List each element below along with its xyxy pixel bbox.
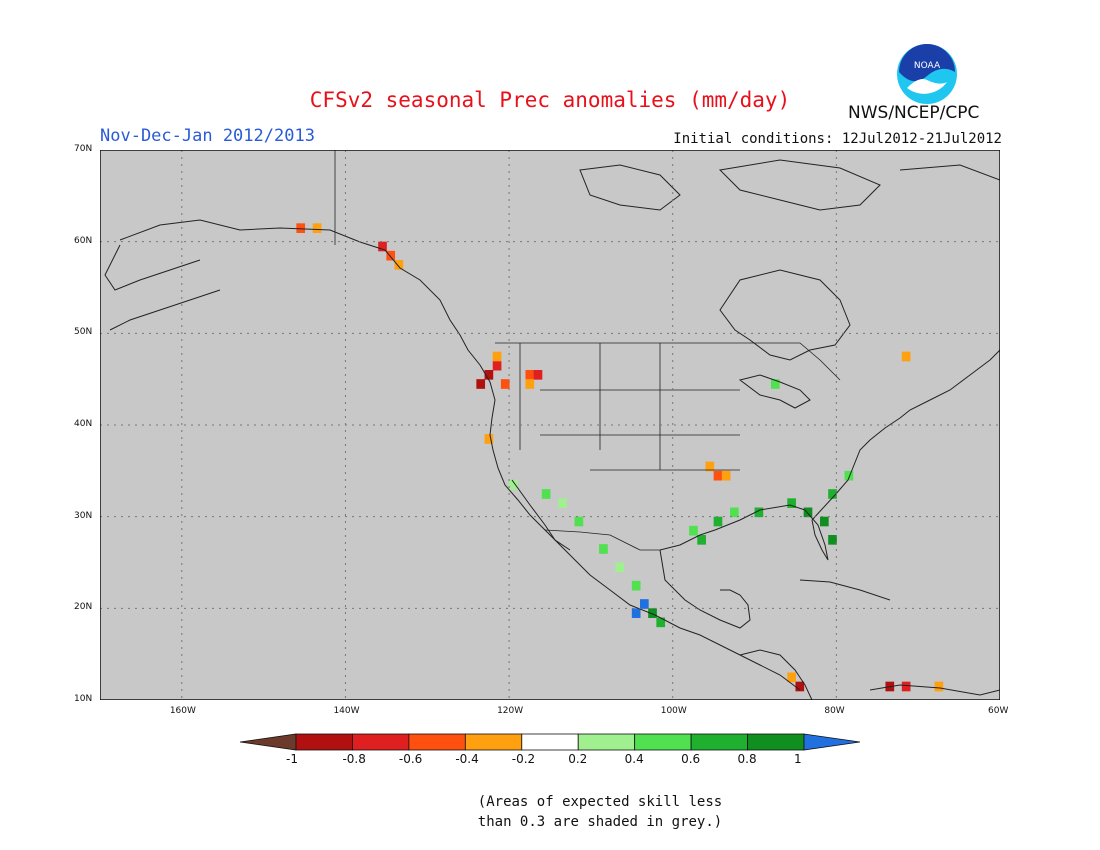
latitude-label: 70N — [74, 144, 93, 154]
gridlines — [100, 150, 1000, 700]
anomaly-cell — [787, 672, 796, 683]
anomaly-cell — [770, 379, 780, 389]
colorbar-label: 0.8 — [737, 752, 757, 766]
colorbar-label: -1 — [286, 752, 298, 766]
colorbar-label: -0.4 — [455, 752, 479, 766]
anomaly-cell — [754, 507, 764, 518]
colorbar-label: 0.2 — [568, 752, 588, 766]
anomaly-cell — [500, 379, 510, 389]
colorbar-segment — [577, 733, 636, 751]
colorbar-segment — [803, 733, 860, 751]
longitude-label: 160W — [169, 706, 196, 716]
latitude-label: 10N — [74, 694, 93, 704]
latitude-label: 20N — [74, 602, 93, 613]
anomaly-cell — [492, 360, 502, 371]
anomaly-cell — [574, 516, 584, 527]
anomaly-cell — [509, 480, 518, 490]
colorbar-segment — [521, 733, 579, 751]
anomaly-cell — [689, 525, 698, 536]
colorbar-label: -0.6 — [398, 752, 423, 766]
anomaly-cell — [721, 470, 731, 481]
anomaly-cell — [631, 608, 641, 618]
coastlines — [104, 159, 1000, 700]
colorbar — [240, 733, 860, 751]
anomaly-cell — [558, 498, 567, 508]
colorbar-label: 1 — [794, 752, 802, 766]
anomaly-cell — [631, 580, 641, 591]
colorbar-label: -0.8 — [342, 752, 366, 766]
anomaly-cell — [795, 681, 805, 692]
anomaly-cell — [640, 599, 649, 609]
anomaly-cell — [312, 223, 322, 233]
anomaly-cells — [296, 223, 944, 692]
colorbar-segment — [408, 733, 466, 751]
anomaly-cell — [828, 489, 837, 499]
colorbar-segment — [747, 733, 805, 751]
longitude-label: 100W — [660, 706, 687, 716]
anomaly-cell — [648, 608, 657, 618]
latitude-label: 30N — [74, 510, 93, 521]
anomaly-cell — [484, 370, 494, 380]
longitude-label: 140W — [333, 706, 360, 716]
anomaly-cell — [844, 470, 854, 481]
footnote-line-2: than 0.3 are shaded in grey.) — [477, 814, 723, 830]
anomaly-cell — [541, 489, 551, 499]
latitude-label: 50N — [74, 327, 93, 338]
precip-anomaly-map — [100, 150, 1000, 700]
anomaly-cell — [820, 516, 829, 527]
anomaly-cell — [656, 617, 666, 628]
colorbar-segment — [690, 733, 748, 751]
colorbar-segment — [295, 733, 353, 751]
anomaly-cell — [525, 370, 535, 380]
anomaly-cell — [533, 370, 543, 380]
anomaly-cell — [787, 498, 796, 508]
anomaly-cell — [296, 223, 306, 233]
colorbar-label: 0.4 — [624, 752, 644, 766]
anomaly-cell — [901, 681, 911, 692]
anomaly-cell — [386, 250, 396, 261]
longitude-label: 60W — [988, 706, 1009, 716]
anomaly-cell — [484, 434, 494, 444]
colorbar-segment — [352, 733, 410, 751]
longitude-label: 120W — [497, 706, 524, 716]
noaa-logo-icon: NOAA — [897, 44, 957, 104]
chart-title: CFSv2 seasonal Prec anomalies (mm/day) — [309, 88, 791, 112]
anomaly-cell — [525, 379, 535, 389]
latitude-label: 60N — [74, 235, 93, 246]
colorbar-segment — [634, 733, 692, 751]
anomaly-cell — [713, 470, 723, 481]
anomaly-cell — [697, 535, 706, 545]
colorbar-label: 0.6 — [681, 752, 701, 766]
anomaly-cell — [901, 351, 911, 362]
latitude-label: 40N — [74, 419, 93, 429]
season-label: Nov-Dec-Jan 2012/2013 — [100, 126, 315, 146]
anomaly-cell — [476, 379, 486, 389]
anomaly-cell — [803, 507, 813, 518]
initial-conditions-label: Initial conditions: 12Jul2012-21Jul2012 — [673, 131, 1002, 147]
anomaly-cell — [713, 516, 723, 527]
borders — [334, 150, 841, 551]
colorbar-segment — [240, 733, 297, 751]
organization-label: NWS/NCEP/CPC — [848, 103, 980, 123]
colorbar-segment — [464, 733, 523, 751]
anomaly-cell — [378, 241, 387, 252]
anomaly-cell — [828, 535, 837, 545]
anomaly-cell — [705, 461, 715, 472]
longitude-label: 80W — [824, 706, 845, 716]
skill-footnote: (Areas of expected skill less than 0.3 a… — [470, 792, 730, 832]
footnote-line-1: (Areas of expected skill less — [477, 794, 723, 810]
anomaly-cell — [492, 351, 502, 362]
anomaly-cell — [599, 544, 608, 554]
anomaly-cell — [934, 681, 944, 692]
anomaly-cell — [730, 507, 739, 518]
logo-text: NOAA — [914, 61, 941, 71]
anomaly-cell — [615, 562, 625, 573]
colorbar-label: -0.2 — [511, 752, 536, 766]
anomaly-cell — [394, 260, 404, 270]
